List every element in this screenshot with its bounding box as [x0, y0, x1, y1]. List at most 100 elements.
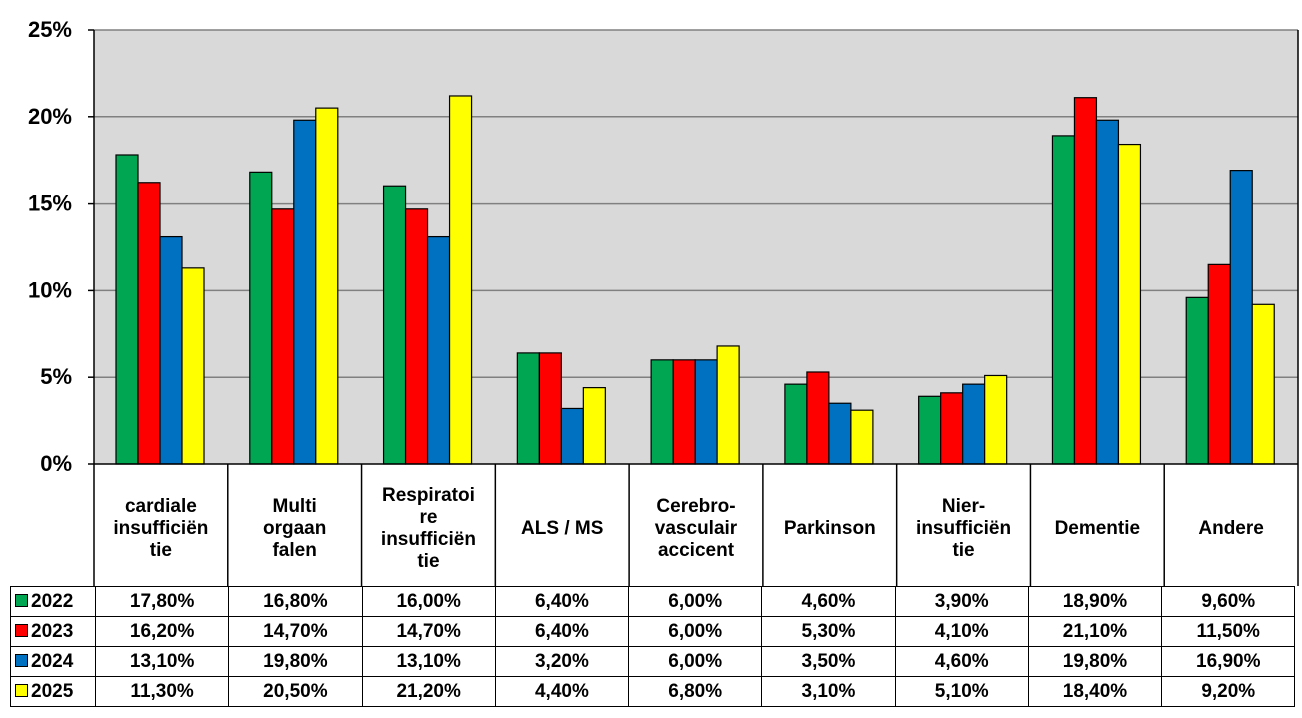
bar-2024	[560, 407, 584, 465]
data-label: 3,10%	[761, 676, 896, 707]
bar-2022	[1051, 135, 1076, 465]
bar-2023	[137, 182, 161, 465]
bar-2023	[538, 352, 562, 465]
bar-2025	[716, 345, 740, 465]
category-label: tie	[417, 551, 439, 572]
bar-2025	[582, 387, 606, 465]
category-label: Cerebro-	[656, 496, 735, 517]
category-label: insufficiën	[916, 518, 1011, 539]
category-label: cardiale	[125, 496, 197, 517]
data-label: 21,10%	[1027, 616, 1163, 647]
data-label: 6,00%	[628, 616, 763, 647]
data-label: 17,80%	[94, 586, 230, 617]
bar-2022	[115, 154, 139, 465]
legend-swatch	[15, 653, 28, 667]
data-label: 14,70%	[228, 616, 363, 647]
y-tick-label: 5%	[40, 364, 72, 389]
category-label: orgaan	[263, 518, 326, 539]
data-label: 4,60%	[894, 646, 1029, 677]
bar-2024	[962, 383, 986, 465]
bar-2023	[806, 371, 830, 465]
data-label: 16,20%	[94, 616, 230, 647]
data-label: 5,30%	[761, 616, 896, 647]
data-label: 6,00%	[628, 586, 763, 617]
legend-swatch	[15, 623, 28, 637]
data-label: 3,90%	[894, 586, 1029, 617]
bar-2023	[404, 208, 429, 465]
data-label: 6,80%	[628, 676, 763, 707]
y-tick-label: 15%	[28, 191, 72, 216]
legend-entry: 2024	[10, 646, 96, 677]
bar-2025	[850, 409, 874, 465]
legend-entry: 2025	[10, 676, 96, 707]
category-label: ALS / MS	[521, 518, 603, 539]
bar-2024	[694, 359, 718, 465]
series-name: 2025	[31, 680, 74, 702]
data-label: 16,90%	[1161, 646, 1296, 677]
category-label: re	[419, 507, 437, 528]
data-label: 3,50%	[761, 646, 896, 677]
bar-2023	[940, 392, 964, 465]
bar-2025	[984, 374, 1008, 465]
category-label: tie	[952, 540, 974, 561]
bar-2022	[516, 352, 540, 465]
series-name: 2023	[31, 620, 74, 642]
category-label: falen	[272, 540, 316, 561]
bar-2022	[784, 383, 808, 465]
data-label: 16,00%	[361, 586, 496, 617]
bar-2024	[828, 402, 852, 465]
bar-2022	[650, 359, 674, 465]
data-label: 19,80%	[228, 646, 363, 677]
data-label: 5,10%	[894, 676, 1029, 707]
data-label: 6,00%	[628, 646, 763, 677]
data-label: 21,20%	[361, 676, 496, 707]
table-row: 2025 11,30% 20,50% 21,20% 4,40% 6,80% 3,10% 5,1…	[10, 676, 1296, 707]
bar-2022	[382, 185, 407, 465]
bar-2023	[1073, 97, 1098, 465]
bar-2022	[1185, 296, 1209, 465]
table-row: 2023 16,20% 14,70% 14,70% 6,40% 6,00% 5,30% 4,1…	[10, 616, 1296, 647]
bar-chart: 0%5%10%15%20%25%cardialeinsufficiëntieMu…	[28, 17, 1299, 586]
bar-2024	[1095, 119, 1120, 465]
data-label: 3,20%	[494, 646, 630, 677]
bar-2024	[293, 119, 317, 465]
data-label: 6,40%	[494, 616, 630, 647]
category-label: Parkinson	[784, 518, 876, 539]
data-label: 6,40%	[494, 586, 630, 617]
category-label: Nier-	[942, 496, 985, 517]
bar-2022	[918, 395, 942, 465]
bar-2024	[1229, 170, 1253, 465]
y-tick-label: 0%	[40, 451, 72, 476]
legend-entry: 2023	[10, 616, 96, 647]
category-label: vasculair	[655, 518, 738, 539]
series-name: 2022	[31, 590, 74, 612]
y-tick-label: 10%	[28, 277, 72, 302]
bar-2025	[1117, 143, 1142, 465]
category-label: Dementie	[1055, 518, 1141, 539]
data-label: 14,70%	[361, 616, 496, 647]
data-label: 18,90%	[1027, 586, 1163, 617]
table-row: 2024 13,10% 19,80% 13,10% 3,20% 6,00% 3,50% 4,6…	[10, 646, 1296, 677]
category-label: insufficiën	[113, 518, 208, 539]
category-label: Andere	[1198, 518, 1263, 539]
bar-2024	[159, 235, 183, 465]
bar-2025	[315, 107, 339, 465]
bar-2025	[181, 267, 205, 465]
category-label: Respiratoi	[382, 485, 475, 506]
data-label: 20,50%	[228, 676, 363, 707]
legend-swatch	[15, 593, 28, 607]
bar-2025	[448, 95, 473, 465]
data-label: 16,80%	[228, 586, 363, 617]
legend-entry: 2022	[10, 586, 96, 617]
data-label: 18,40%	[1027, 676, 1163, 707]
data-label: 13,10%	[361, 646, 496, 677]
data-table: 2022 17,80% 16,80% 16,00% 6,40% 6,00% 4,60% 3,9…	[10, 586, 1296, 707]
table-row: 2022 17,80% 16,80% 16,00% 6,40% 6,00% 4,60% 3,9…	[10, 586, 1296, 617]
y-tick-label: 25%	[28, 17, 72, 42]
bar-2022	[249, 171, 273, 465]
data-label: 4,60%	[761, 586, 896, 617]
data-label: 9,60%	[1161, 586, 1296, 617]
bar-2025	[1251, 303, 1275, 465]
legend-swatch	[15, 683, 28, 697]
data-label: 11,50%	[1161, 616, 1296, 647]
